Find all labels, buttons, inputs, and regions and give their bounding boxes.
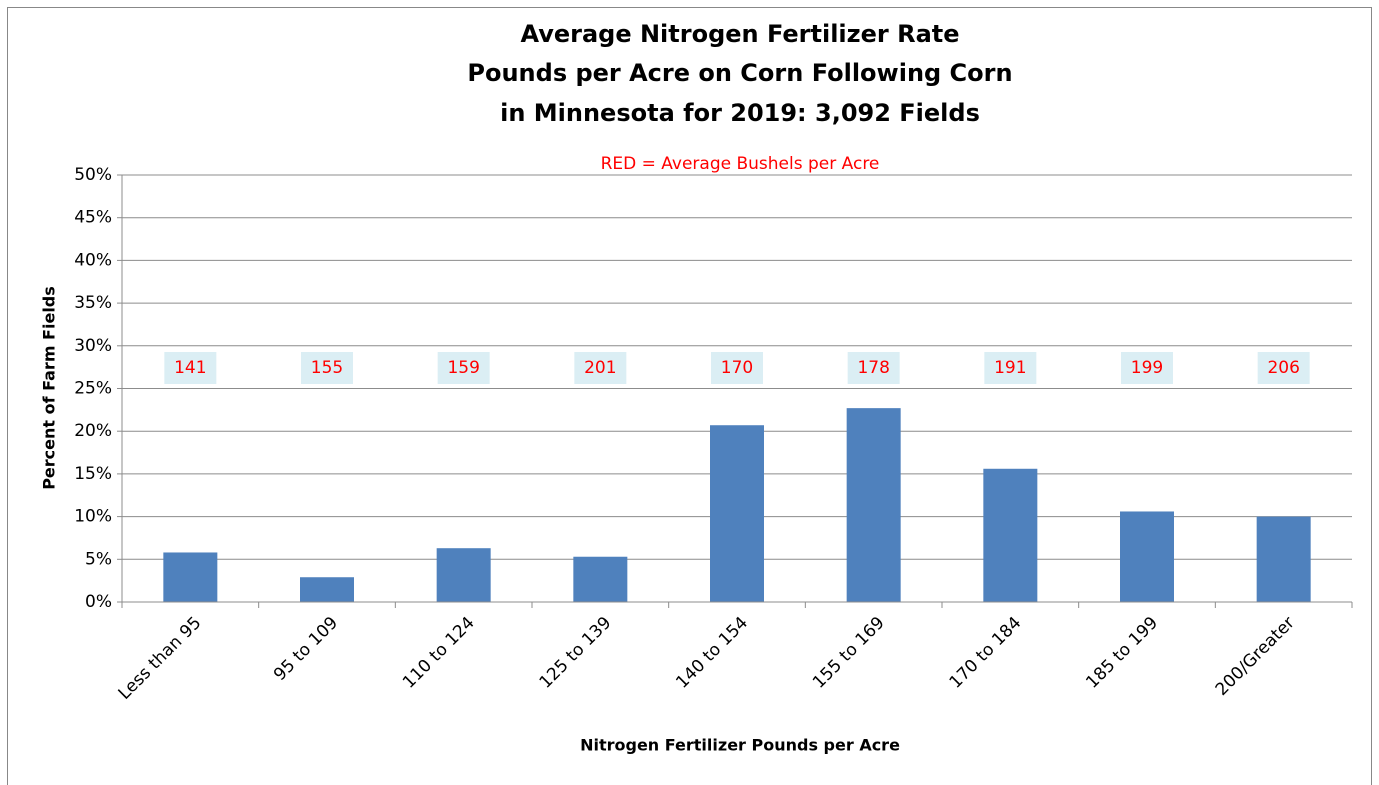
yield-label-box — [711, 352, 763, 384]
x-tick-label: 200/Greater — [1212, 613, 1299, 700]
chart-subtitle: RED = Average Bushels per Acre — [601, 154, 880, 174]
bar — [436, 548, 491, 602]
bar — [983, 468, 1038, 602]
yield-label-box — [164, 352, 217, 384]
y-tick-label: 25% — [74, 379, 112, 399]
yield-label-box — [301, 352, 353, 384]
y-tick-label: 40% — [74, 250, 112, 270]
y-axis-title: Percent of Farm Fields — [40, 286, 59, 490]
x-tick-label: 95 to 109 — [270, 613, 342, 685]
yield-label: 141 — [174, 358, 206, 378]
yield-label: 201 — [584, 358, 616, 378]
yield-label: 199 — [1131, 358, 1163, 378]
yield-label-box — [984, 352, 1037, 384]
x-tick-label: 155 to 169 — [809, 613, 889, 693]
x-tick-label: 170 to 184 — [946, 613, 1026, 693]
yield-label: 155 — [311, 358, 343, 378]
yield-label: 191 — [994, 358, 1026, 378]
bar — [300, 577, 354, 602]
yield-label-box — [437, 352, 490, 384]
yield-label-box — [574, 352, 627, 384]
chart-frame — [7, 7, 1372, 785]
x-tick-label: 140 to 154 — [672, 613, 752, 693]
y-tick-label: 30% — [74, 336, 112, 356]
yield-label: 178 — [857, 358, 889, 378]
yield-label: 170 — [721, 358, 753, 378]
y-tick-label: 50% — [74, 165, 112, 185]
x-tick-label: 185 to 199 — [1082, 613, 1162, 693]
chart-title: Average Nitrogen Fertilizer Rate — [520, 20, 959, 48]
yield-label-box — [1121, 352, 1173, 384]
bar — [163, 552, 218, 602]
y-tick-label: 5% — [85, 549, 112, 569]
bar — [1256, 516, 1311, 602]
bar — [1120, 511, 1174, 602]
yield-label-box — [847, 352, 900, 384]
yield-label: 206 — [1267, 358, 1299, 378]
y-tick-label: 45% — [74, 208, 112, 228]
y-tick-label: 35% — [74, 293, 112, 313]
yield-label: 159 — [447, 358, 479, 378]
y-tick-label: 0% — [85, 592, 112, 612]
yield-label-box — [1257, 352, 1310, 384]
x-axis-title: Nitrogen Fertilizer Pounds per Acre — [580, 736, 900, 755]
bar — [846, 408, 901, 602]
x-tick-label: 110 to 124 — [399, 613, 479, 693]
bar — [573, 556, 628, 602]
chart-title: Pounds per Acre on Corn Following Corn — [467, 59, 1012, 87]
y-tick-label: 20% — [74, 421, 112, 441]
x-tick-label: Less than 95 — [115, 613, 206, 704]
y-tick-label: 15% — [74, 464, 112, 484]
bar — [710, 425, 764, 602]
x-tick-label: 125 to 139 — [536, 613, 616, 693]
chart-title: in Minnesota for 2019: 3,092 Fields — [500, 99, 980, 127]
y-tick-label: 10% — [74, 507, 112, 527]
